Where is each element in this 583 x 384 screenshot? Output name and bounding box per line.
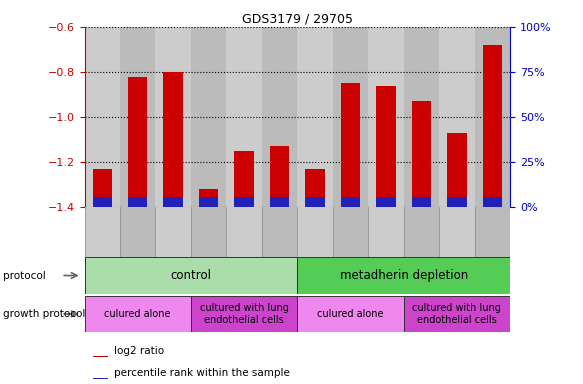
Bar — [439, 207, 475, 257]
Bar — [226, 207, 262, 257]
Bar — [93, 378, 108, 379]
Bar — [120, 207, 156, 257]
Text: cultured with lung
endothelial cells: cultured with lung endothelial cells — [413, 303, 501, 325]
Bar — [333, 27, 368, 207]
Bar — [297, 27, 333, 207]
Text: control: control — [170, 269, 212, 282]
Bar — [447, 133, 466, 207]
Bar — [163, 72, 183, 207]
Bar — [93, 169, 112, 207]
Bar — [85, 207, 120, 257]
Bar — [199, 189, 219, 207]
Bar — [85, 27, 120, 207]
Bar — [93, 356, 108, 357]
Bar — [483, 197, 502, 207]
Bar — [305, 197, 325, 207]
Bar — [439, 27, 475, 207]
Bar — [341, 197, 360, 207]
Title: GDS3179 / 29705: GDS3179 / 29705 — [242, 13, 353, 26]
Bar — [270, 146, 289, 207]
Text: culured alone: culured alone — [104, 309, 171, 319]
Text: culured alone: culured alone — [317, 309, 384, 319]
Bar — [226, 27, 262, 207]
Bar — [163, 197, 183, 207]
Bar — [483, 45, 502, 207]
Bar — [305, 169, 325, 207]
Bar — [156, 207, 191, 257]
Bar — [191, 207, 226, 257]
Bar — [376, 86, 396, 207]
Text: percentile rank within the sample: percentile rank within the sample — [114, 368, 290, 378]
Bar — [120, 27, 156, 207]
Bar — [270, 197, 289, 207]
Bar — [85, 296, 191, 332]
Bar — [297, 257, 510, 294]
Bar — [262, 27, 297, 207]
Bar — [403, 207, 439, 257]
Bar — [262, 207, 297, 257]
Bar — [376, 197, 396, 207]
Bar — [475, 207, 510, 257]
Bar — [191, 296, 297, 332]
Bar — [93, 197, 112, 207]
Text: protocol: protocol — [3, 270, 45, 281]
Bar — [412, 197, 431, 207]
Text: growth protocol: growth protocol — [3, 309, 85, 319]
Bar — [368, 27, 404, 207]
Text: log2 ratio: log2 ratio — [114, 346, 164, 356]
Bar — [341, 83, 360, 207]
Bar — [403, 296, 510, 332]
Bar — [191, 27, 226, 207]
Bar — [333, 207, 368, 257]
Bar — [128, 76, 147, 207]
Bar — [368, 207, 404, 257]
Bar — [234, 151, 254, 207]
Bar — [475, 27, 510, 207]
Text: cultured with lung
endothelial cells: cultured with lung endothelial cells — [200, 303, 289, 325]
Bar — [128, 197, 147, 207]
Bar — [234, 197, 254, 207]
Bar — [447, 197, 466, 207]
Bar — [403, 27, 439, 207]
Bar — [85, 257, 297, 294]
Bar — [199, 197, 219, 207]
Bar — [412, 101, 431, 207]
Bar — [297, 207, 333, 257]
Bar — [156, 27, 191, 207]
Bar — [297, 296, 404, 332]
Text: metadherin depletion: metadherin depletion — [340, 269, 468, 282]
